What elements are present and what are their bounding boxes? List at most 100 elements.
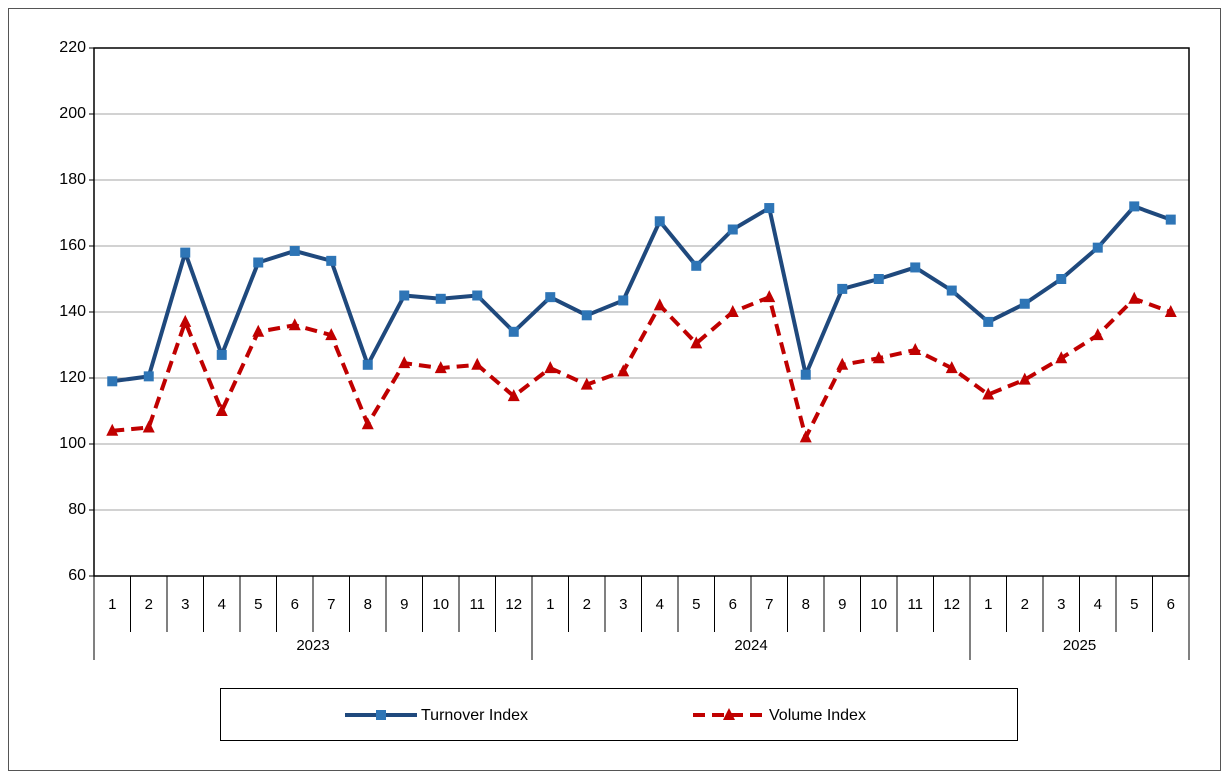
marker <box>946 285 957 296</box>
marker <box>1128 291 1141 304</box>
marker <box>982 387 995 400</box>
x-tick-label: 8 <box>364 596 372 613</box>
x-tick-label: 3 <box>619 596 627 613</box>
marker <box>216 349 227 360</box>
marker <box>1165 214 1176 225</box>
x-tick-label: 10 <box>870 596 887 613</box>
y-tick-label: 80 <box>68 501 86 518</box>
marker <box>910 262 921 273</box>
marker <box>507 389 520 402</box>
y-tick-label: 140 <box>59 303 86 320</box>
x-tick-label: 5 <box>692 596 700 613</box>
marker <box>618 295 629 306</box>
x-tick-label: 9 <box>400 596 408 613</box>
marker <box>690 336 703 349</box>
series-line <box>112 295 1172 440</box>
marker <box>544 361 557 374</box>
legend-marker <box>723 708 735 720</box>
x-tick-label: 8 <box>802 596 810 613</box>
y-tick-label: 160 <box>59 237 86 254</box>
marker <box>799 430 812 443</box>
marker <box>726 305 739 317</box>
marker <box>508 326 519 337</box>
marker <box>800 369 811 380</box>
x-tick-label: 4 <box>656 596 664 613</box>
x-group-label: 2025 <box>1063 637 1096 654</box>
marker <box>361 417 374 430</box>
marker <box>1056 274 1067 284</box>
x-tick-label: 12 <box>943 596 960 613</box>
marker <box>764 203 775 214</box>
marker <box>691 260 702 271</box>
marker <box>471 357 484 370</box>
legend-label: Turnover Index <box>421 707 528 724</box>
marker <box>399 290 410 301</box>
marker <box>545 292 556 303</box>
marker <box>653 298 666 311</box>
y-tick-label: 60 <box>68 567 86 584</box>
x-tick-label: 9 <box>838 596 846 613</box>
marker <box>288 318 301 331</box>
x-tick-label: 5 <box>254 596 262 613</box>
x-tick-label: 1 <box>546 596 554 613</box>
x-tick-label: 4 <box>218 596 226 613</box>
marker <box>1164 305 1177 317</box>
x-tick-label: 12 <box>505 596 522 613</box>
x-tick-label: 6 <box>729 596 737 613</box>
marker <box>398 356 411 369</box>
x-tick-label: 1 <box>108 596 116 613</box>
marker <box>253 257 264 268</box>
x-tick-label: 7 <box>765 596 773 613</box>
marker <box>836 357 849 370</box>
x-tick-label: 11 <box>907 596 923 613</box>
marker <box>107 376 118 387</box>
legend-label: Volume Index <box>769 707 866 724</box>
marker <box>1092 242 1103 253</box>
marker <box>580 377 593 390</box>
marker <box>727 224 738 235</box>
y-tick-label: 120 <box>59 369 86 386</box>
x-tick-label: 6 <box>291 596 299 613</box>
x-tick-label: 2 <box>145 596 153 613</box>
marker <box>435 293 446 304</box>
x-group-label: 2023 <box>296 637 329 654</box>
marker <box>143 371 154 382</box>
x-tick-label: 6 <box>1167 596 1175 613</box>
x-tick-label: 11 <box>469 596 485 613</box>
x-tick-label: 3 <box>181 596 189 613</box>
marker <box>581 310 592 321</box>
y-tick-label: 180 <box>59 171 86 188</box>
marker <box>215 404 228 416</box>
marker <box>1018 372 1031 385</box>
x-tick-label: 4 <box>1094 596 1102 613</box>
marker <box>872 351 885 364</box>
marker <box>1055 351 1068 364</box>
marker <box>873 274 884 284</box>
marker <box>434 361 447 374</box>
marker <box>1019 298 1030 309</box>
x-tick-label: 2 <box>583 596 591 613</box>
marker <box>763 290 776 303</box>
marker <box>945 361 958 374</box>
marker <box>654 216 665 227</box>
x-tick-label: 1 <box>984 596 992 613</box>
marker <box>1129 201 1140 212</box>
x-tick-label: 7 <box>327 596 335 613</box>
x-tick-label: 3 <box>1057 596 1065 613</box>
marker <box>362 359 373 370</box>
y-tick-label: 200 <box>59 105 86 122</box>
marker <box>983 316 994 327</box>
marker <box>180 247 191 258</box>
marker <box>106 423 119 436</box>
legend-marker <box>376 710 386 720</box>
x-tick-label: 5 <box>1130 596 1138 613</box>
x-group-label: 2024 <box>734 637 767 654</box>
y-tick-label: 220 <box>59 39 86 56</box>
y-tick-label: 100 <box>59 435 86 452</box>
marker <box>326 255 337 266</box>
x-tick-label: 10 <box>432 596 449 613</box>
marker <box>325 328 338 341</box>
marker <box>289 245 300 256</box>
marker <box>837 283 848 294</box>
